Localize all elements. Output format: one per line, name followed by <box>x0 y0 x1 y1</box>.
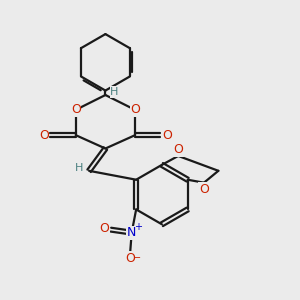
Text: O: O <box>173 143 183 156</box>
Text: O: O <box>199 183 209 196</box>
Text: O: O <box>39 129 49 142</box>
Text: −: − <box>133 254 141 263</box>
Text: O: O <box>71 103 81 116</box>
Text: H: H <box>75 164 84 173</box>
Text: N: N <box>127 226 136 239</box>
Text: O: O <box>125 252 135 265</box>
Text: H: H <box>110 87 118 97</box>
Text: O: O <box>162 129 172 142</box>
Text: O: O <box>99 222 109 235</box>
Text: O: O <box>130 103 140 116</box>
Text: +: + <box>134 222 142 232</box>
